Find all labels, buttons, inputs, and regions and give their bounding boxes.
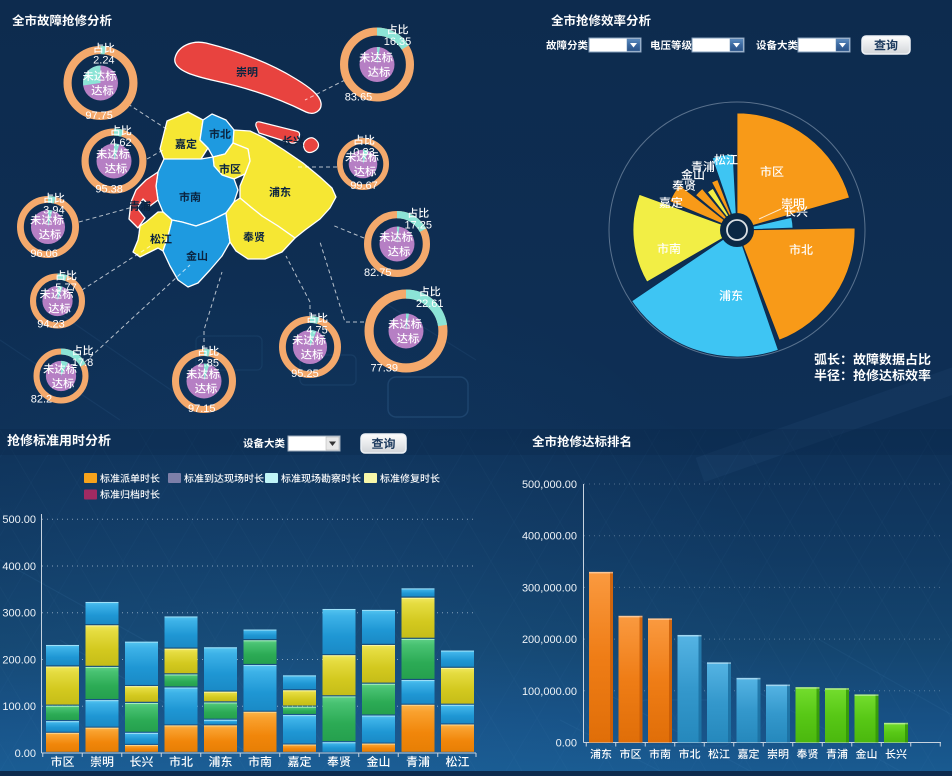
- svg-text:300,000.00: 300,000.00: [522, 582, 577, 594]
- svg-text:96.06: 96.06: [30, 248, 58, 260]
- svg-text:99.67: 99.67: [350, 180, 378, 192]
- svg-text:300.00: 300.00: [2, 608, 36, 620]
- svg-text:82.2: 82.2: [31, 394, 52, 406]
- svg-text:17.25: 17.25: [404, 220, 432, 232]
- svg-text:2.24: 2.24: [93, 55, 114, 67]
- svg-text:16.35: 16.35: [384, 36, 412, 48]
- svg-text:0.00: 0.00: [556, 738, 577, 750]
- svg-text:97.75: 97.75: [85, 110, 113, 122]
- svg-text:4.75: 4.75: [306, 325, 327, 337]
- svg-text:0.33: 0.33: [353, 147, 374, 159]
- svg-text:95.25: 95.25: [291, 368, 319, 380]
- svg-text:22.61: 22.61: [416, 298, 444, 310]
- svg-text:83.65: 83.65: [345, 92, 373, 104]
- svg-text:500.00: 500.00: [2, 514, 36, 526]
- svg-text:400.00: 400.00: [2, 561, 36, 573]
- svg-text:3.94: 3.94: [43, 205, 64, 217]
- svg-text:4.62: 4.62: [110, 137, 131, 149]
- svg-text:77.39: 77.39: [371, 363, 399, 375]
- svg-text:0.00: 0.00: [15, 748, 36, 760]
- svg-text:2.85: 2.85: [198, 358, 219, 370]
- svg-text:400,000.00: 400,000.00: [522, 531, 577, 543]
- svg-text:500,000.00: 500,000.00: [522, 479, 577, 491]
- svg-text:95.38: 95.38: [95, 184, 123, 196]
- svg-text:82.75: 82.75: [364, 267, 392, 279]
- svg-text:200,000.00: 200,000.00: [522, 634, 577, 646]
- svg-text:5.77: 5.77: [55, 282, 76, 294]
- svg-text:200.00: 200.00: [2, 654, 36, 666]
- svg-text:94.23: 94.23: [37, 319, 65, 331]
- svg-text:100,000.00: 100,000.00: [522, 686, 577, 698]
- svg-text:97.15: 97.15: [188, 403, 216, 415]
- svg-text:100.00: 100.00: [2, 701, 36, 713]
- svg-text:17.8: 17.8: [72, 357, 93, 369]
